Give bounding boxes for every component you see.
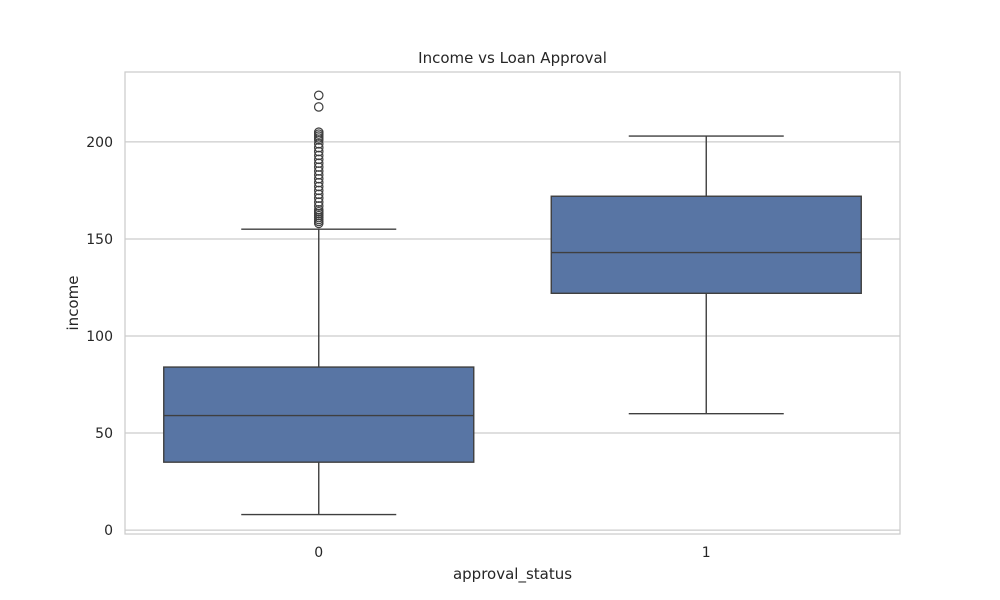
outlier-0-8: [313, 201, 324, 211]
chart-title: Income vs Loan Approval: [418, 49, 607, 67]
y-tick-label-0: 0: [104, 523, 113, 539]
outlier-0-10: [313, 193, 324, 203]
outlier-0-21: [313, 150, 324, 161]
boxplots: [163, 90, 862, 516]
box-1: [550, 195, 862, 294]
x-tick-label-1: 1: [702, 545, 711, 561]
outlier-0-18: [313, 162, 324, 172]
outlier-0-31: [313, 90, 324, 101]
outlier-0-7: [313, 205, 324, 215]
outlier-0-20: [313, 154, 324, 165]
x-axis-label: approval_status: [453, 565, 572, 584]
box-0: [163, 366, 475, 463]
outlier-0-16: [313, 170, 324, 180]
outlier-0-11: [313, 189, 324, 200]
y-axis-label: income: [64, 276, 82, 331]
outlier-0-19: [313, 158, 324, 169]
outlier-0-15: [313, 173, 324, 184]
plot-frame: [124, 71, 901, 535]
y-tick-label-100: 100: [86, 329, 113, 345]
outlier-0-23: [313, 142, 324, 153]
outlier-0-24: [313, 139, 324, 149]
outlier-0-14: [313, 177, 324, 188]
outlier-0-13: [313, 181, 324, 192]
outlier-0-30: [313, 102, 324, 112]
outlier-0-22: [313, 146, 324, 157]
x-tick-label-0: 0: [314, 545, 323, 561]
outlier-0-9: [313, 197, 324, 207]
y-tick-label-150: 150: [86, 232, 113, 248]
outlier-0-12: [313, 185, 324, 196]
tick-labels: 0 50 100 150 200 0 1: [86, 135, 710, 561]
box-group-0: [163, 90, 475, 516]
y-tick-label-50: 50: [95, 426, 113, 442]
box-group-1: [550, 135, 862, 415]
outlier-0-17: [313, 166, 324, 176]
outlier-0-29: [313, 127, 324, 137]
y-tick-label-200: 200: [86, 135, 113, 151]
